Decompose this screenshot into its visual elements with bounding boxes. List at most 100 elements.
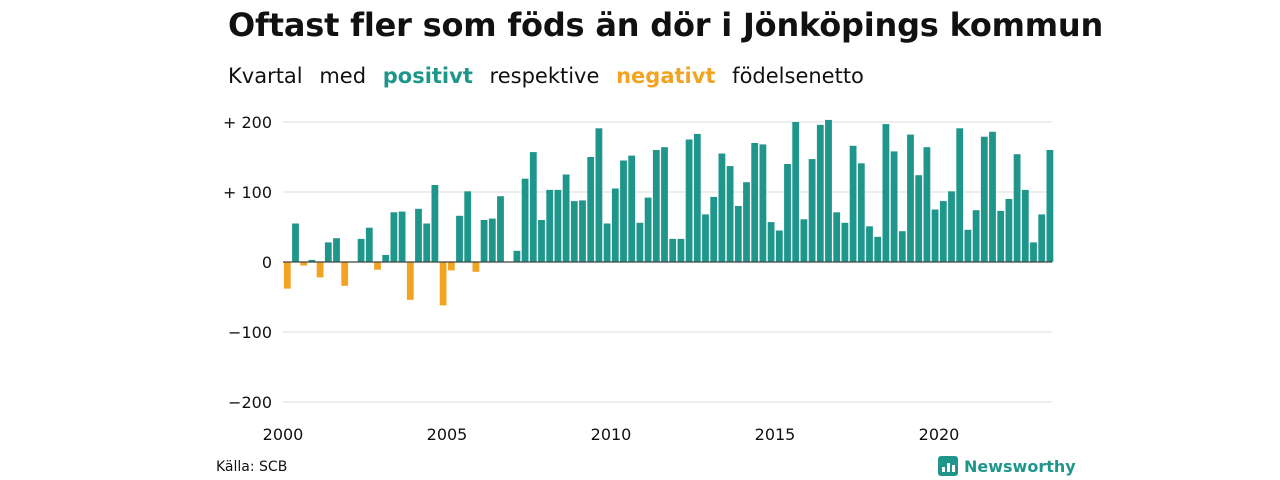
brand-logo: Newsworthy — [938, 456, 1076, 476]
bar — [726, 166, 734, 262]
y-tick-label: + 100 — [223, 183, 272, 202]
bar — [447, 262, 455, 271]
subtitle-text-2: med — [319, 64, 367, 88]
y-tick-label: −200 — [228, 393, 272, 412]
bar — [1005, 199, 1013, 262]
subtitle-negative: negativt — [616, 64, 716, 88]
bar — [751, 143, 759, 262]
bar — [611, 188, 619, 262]
bar — [439, 262, 447, 306]
bar — [800, 219, 808, 262]
bar — [956, 128, 964, 262]
bar — [423, 223, 431, 262]
bar — [521, 178, 529, 262]
bar — [398, 211, 406, 262]
bar — [513, 250, 521, 262]
bar — [406, 262, 414, 300]
bar — [784, 164, 791, 262]
bar — [939, 201, 947, 262]
bar — [816, 124, 824, 262]
bar — [948, 191, 955, 262]
subtitle-text-4: födelsenetto — [732, 64, 864, 88]
bar — [324, 242, 332, 262]
bar — [1021, 189, 1029, 262]
bar — [825, 119, 832, 263]
bar — [669, 238, 677, 262]
chart-title: Oftast fler som föds än dör i Jönköpings… — [228, 6, 1104, 44]
bar — [882, 124, 890, 262]
bar — [989, 131, 996, 262]
bar — [570, 201, 578, 262]
bar — [546, 189, 554, 262]
bar — [636, 222, 644, 262]
bar — [907, 134, 914, 262]
bar — [898, 231, 906, 262]
subtitle-text-1: Kvartal — [228, 64, 303, 88]
y-tick-label: −100 — [228, 323, 272, 342]
bar — [734, 206, 742, 262]
bar — [759, 144, 767, 262]
bar — [1038, 214, 1046, 262]
bar — [890, 151, 898, 262]
x-tick-label: 2000 — [263, 425, 304, 444]
bar — [415, 208, 422, 262]
bar — [661, 147, 668, 262]
bar — [538, 220, 545, 262]
bar — [562, 174, 570, 262]
y-tick-label: 0 — [262, 253, 272, 272]
bar — [693, 133, 701, 262]
bar — [488, 218, 496, 262]
bar — [710, 196, 718, 262]
bar — [874, 236, 882, 262]
bar — [841, 222, 849, 262]
bar — [390, 212, 398, 262]
x-tick-label: 2005 — [427, 425, 468, 444]
bar — [587, 157, 595, 262]
bar — [292, 223, 299, 262]
bar — [644, 197, 652, 262]
bar — [677, 238, 685, 262]
bar — [365, 227, 373, 262]
bar — [808, 159, 816, 262]
bar — [300, 262, 308, 266]
bar — [1013, 154, 1021, 262]
bar — [718, 153, 726, 262]
bar — [849, 145, 857, 262]
bar — [767, 222, 775, 262]
bar — [964, 229, 972, 262]
bar — [931, 209, 939, 262]
bar — [374, 262, 381, 270]
bar — [915, 175, 923, 262]
bar — [529, 152, 537, 262]
y-tick-label: + 200 — [223, 113, 272, 132]
bar — [480, 220, 488, 262]
x-tick-label: 2020 — [919, 425, 960, 444]
bar — [472, 262, 480, 272]
subtitle-text-3: respektive — [489, 64, 600, 88]
bar — [283, 262, 291, 289]
bar — [620, 160, 627, 262]
bar — [997, 210, 1005, 262]
bar — [333, 238, 340, 262]
bar — [431, 185, 439, 262]
bar — [628, 155, 636, 262]
bar — [603, 223, 611, 262]
bar — [357, 238, 365, 262]
x-tick-label: 2015 — [755, 425, 796, 444]
bar — [464, 191, 472, 262]
bar — [456, 215, 463, 262]
bar — [554, 189, 562, 262]
bar — [1046, 150, 1054, 262]
bar — [743, 182, 750, 262]
bar — [685, 139, 693, 262]
bar — [595, 128, 603, 262]
bar — [923, 147, 931, 262]
bar — [980, 136, 988, 262]
newsworthy-logo-icon — [938, 456, 958, 476]
bar — [866, 226, 873, 262]
subtitle-positive: positivt — [382, 64, 473, 88]
chart-subtitle: Kvartal med positivt respektive negativt… — [228, 64, 874, 88]
brand-name: Newsworthy — [964, 456, 1076, 476]
bar — [702, 214, 709, 262]
